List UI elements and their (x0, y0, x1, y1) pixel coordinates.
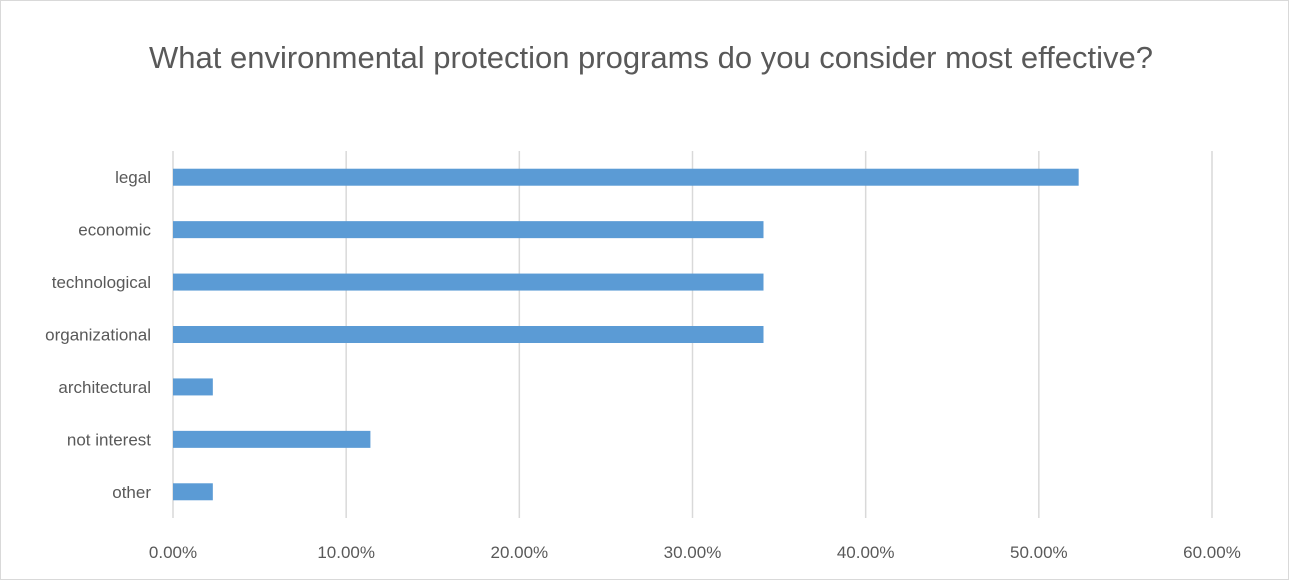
category-label: economic (78, 221, 151, 240)
x-tick-label: 20.00% (490, 543, 548, 562)
bar-technological (173, 273, 764, 291)
x-tick-label: 40.00% (837, 543, 895, 562)
x-tick-labels: 0.00% 10.00% 20.00% 30.00% 40.00% 50.00% 60.00… (149, 543, 1241, 562)
bar-not-interest (173, 430, 371, 448)
x-tick-label: 0.00% (149, 543, 197, 562)
bar-architectural (173, 378, 213, 396)
x-tick-label: 60.00% (1183, 543, 1241, 562)
category-label: legal (115, 168, 151, 187)
bars (173, 168, 1079, 501)
bar-organizational (173, 326, 764, 343)
category-label: organizational (45, 326, 151, 345)
chart-title: What environmental protection programs d… (149, 40, 1153, 75)
x-tick-label: 10.00% (317, 543, 375, 562)
category-label: technological (52, 273, 151, 292)
x-tick-label: 50.00% (1010, 543, 1068, 562)
category-label: other (112, 483, 151, 502)
category-labels: legal economic technological organizational… (45, 168, 151, 502)
category-label: architectural (58, 378, 151, 397)
x-tick-label: 30.00% (664, 543, 722, 562)
bar-other (173, 483, 213, 501)
category-label: not interest (67, 430, 151, 449)
bar-legal (173, 168, 1079, 186)
bar-economic (173, 221, 764, 239)
